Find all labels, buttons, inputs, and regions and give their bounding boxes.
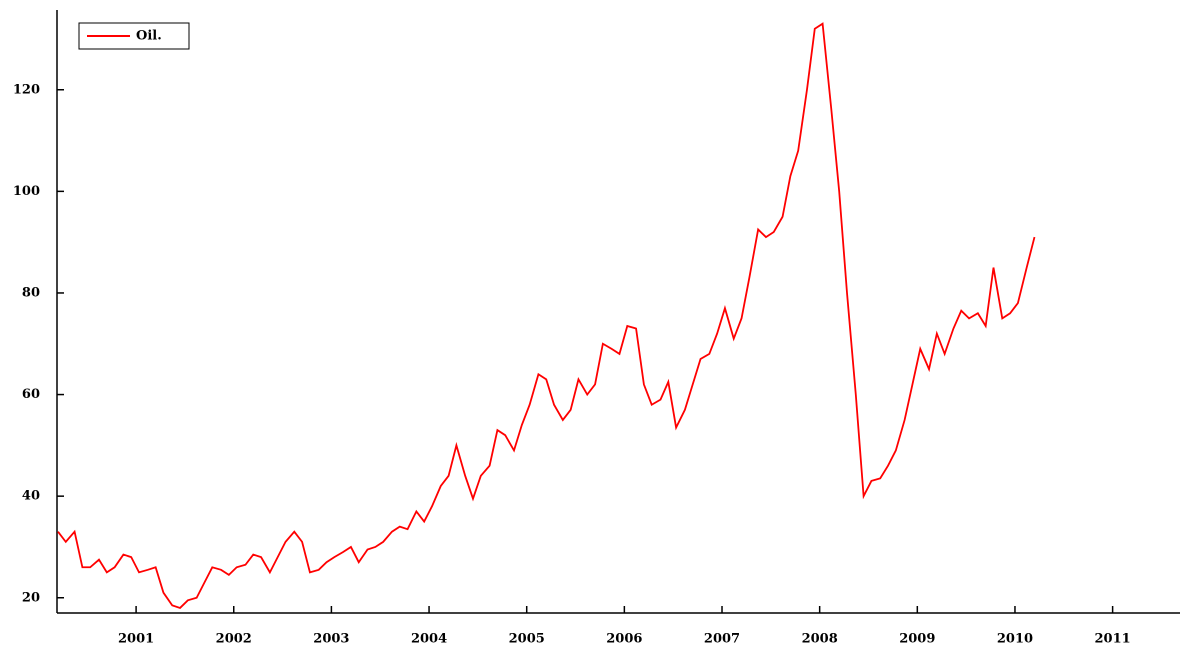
x-tick-label: 2002 [216, 632, 252, 647]
x-tick-label: 2010 [997, 632, 1033, 647]
x-tick-label: 2006 [606, 632, 642, 647]
data-line [57, 22, 1036, 609]
x-tick-label: 2004 [411, 632, 447, 647]
x-tick-label: 2001 [118, 632, 154, 647]
y-tick-label: 60 [22, 387, 40, 402]
y-tick-label: 20 [22, 590, 40, 605]
y-tick-label: 100 [13, 184, 40, 199]
x-tick-label: 2009 [899, 632, 935, 647]
x-tick-label: 2008 [802, 632, 838, 647]
x-tick-label: 2003 [313, 632, 349, 647]
legend-label: Oil. [136, 29, 162, 44]
y-tick-label: 120 [13, 82, 40, 97]
x-tick-label: 2007 [704, 632, 740, 647]
x-tick-label: 2011 [1095, 632, 1131, 647]
y-tick-label: 40 [22, 489, 40, 504]
y-tick-label: 80 [22, 285, 40, 300]
x-tick-label: 2005 [509, 632, 545, 647]
